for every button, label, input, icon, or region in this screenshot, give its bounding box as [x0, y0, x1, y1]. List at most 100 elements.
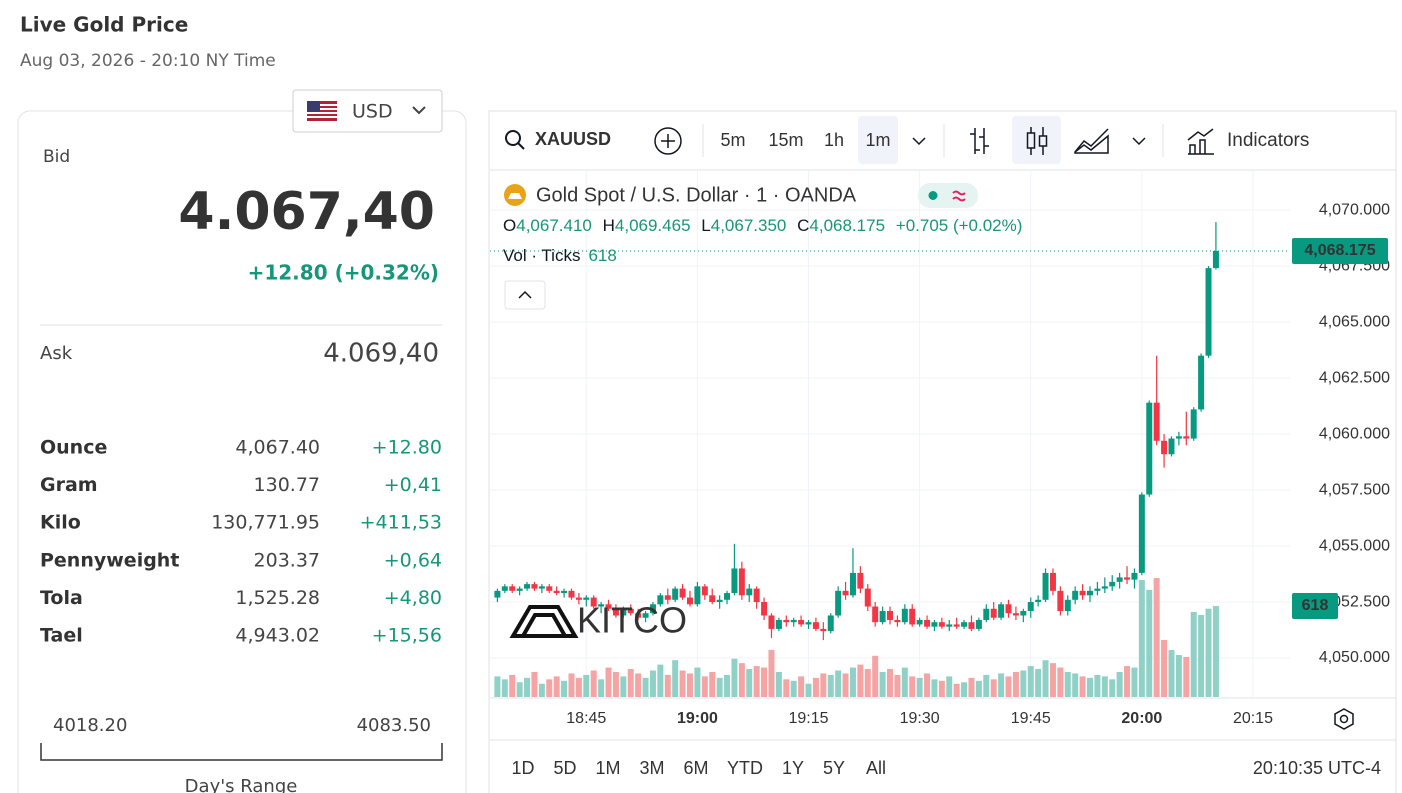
- candle-body: [1035, 599, 1042, 603]
- volume-bar: [961, 682, 968, 697]
- candle-body: [835, 590, 842, 616]
- candle-body: [1042, 572, 1049, 600]
- volume-bar: [1057, 667, 1064, 697]
- range-button[interactable]: 1M: [595, 758, 620, 778]
- collapse-button[interactable]: [504, 280, 546, 310]
- volume-bar: [805, 683, 812, 697]
- unit-change: +15,56: [372, 625, 442, 647]
- range-button[interactable]: 3M: [639, 758, 664, 778]
- candle-body: [568, 590, 575, 598]
- symbol-search[interactable]: XAUUSD: [505, 129, 611, 150]
- range-button[interactable]: 5Y: [823, 758, 845, 778]
- us-flag: [307, 101, 337, 121]
- candle-body: [798, 619, 805, 625]
- symbol[interactable]: XAUUSD: [535, 129, 611, 149]
- watermark: KITCO: [577, 600, 687, 641]
- candle-body: [709, 595, 716, 603]
- range-button[interactable]: 5D: [553, 758, 576, 778]
- plus-circle[interactable]: [654, 127, 682, 155]
- range-button[interactable]: 1D: [511, 758, 534, 778]
- volume-legend: Vol · Ticks 618: [503, 246, 617, 265]
- chart-title: Gold Spot / U.S. Dollar · 1 · OANDA: [536, 184, 857, 206]
- candle-body: [1205, 268, 1212, 356]
- indicators-icon[interactable]: [1187, 128, 1214, 155]
- page-title: Live Gold Price: [20, 13, 188, 37]
- settings-icon[interactable]: [1334, 708, 1354, 730]
- volume-legend-value: 618: [588, 246, 616, 265]
- bars-icon[interactable]: [970, 128, 989, 154]
- volume-bar: [1027, 666, 1034, 697]
- volume-bar: [783, 679, 790, 697]
- volume-bar: [968, 677, 975, 697]
- candle-body: [916, 619, 923, 625]
- candle-body: [1027, 602, 1034, 611]
- currency-select[interactable]: USD: [292, 89, 443, 133]
- chart-type-chevron[interactable]: [1132, 137, 1146, 146]
- interval-button[interactable]: 1h: [824, 130, 844, 150]
- candle-body: [990, 608, 997, 618]
- unit-name: Pennyweight: [40, 549, 179, 571]
- range-button[interactable]: 1Y: [782, 758, 804, 778]
- range-label: Day's Range: [185, 776, 298, 793]
- candle-body: [1124, 577, 1131, 580]
- candle-body: [649, 604, 656, 614]
- legend-key: C: [797, 216, 809, 235]
- candle-body: [1131, 572, 1138, 580]
- candle-body: [909, 608, 916, 625]
- candle-body: [724, 593, 731, 600]
- area-icon[interactable]: [1074, 128, 1109, 154]
- status-pill: [918, 183, 978, 208]
- volume-badge-label: 618: [1302, 597, 1329, 614]
- settings[interactable]: [1334, 708, 1354, 730]
- bid-change: +12.80 (+0.32%): [248, 261, 439, 285]
- unit-name: Tola: [40, 587, 83, 609]
- volume-bar: [931, 679, 938, 697]
- volume-bar: [694, 667, 701, 697]
- candle-body: [1212, 250, 1219, 269]
- candle-body: [531, 584, 538, 589]
- candle-body: [509, 586, 516, 591]
- range-button[interactable]: 6M: [683, 758, 708, 778]
- unit-change: +0,64: [384, 549, 442, 571]
- collapse-chevron: [518, 290, 532, 299]
- range-button[interactable]: All: [866, 758, 886, 778]
- volume-bar: [1072, 673, 1079, 697]
- candle-body: [812, 622, 819, 629]
- candles-icon[interactable]: [1026, 132, 1036, 149]
- range-high: 4083.50: [357, 715, 431, 736]
- unit-table: Ounce 4,067.40 +12.80 Gram 130.77 +0,41 Kilo 13…: [40, 437, 442, 647]
- volume-bar: [531, 671, 538, 697]
- volume-bar: [753, 666, 760, 697]
- candle-body: [679, 588, 686, 598]
- x-tick-label: 20:00: [1121, 710, 1162, 727]
- candle-body: [1109, 581, 1116, 587]
- candle-body: [620, 608, 627, 616]
- x-tick-label: 19:00: [677, 710, 718, 727]
- candle-body: [857, 572, 864, 589]
- candle-body: [687, 597, 693, 605]
- volume-bar: [738, 663, 745, 697]
- volume-bar: [835, 670, 842, 697]
- interval-button[interactable]: 15m: [768, 130, 803, 150]
- interval-button[interactable]: 1m: [865, 130, 890, 150]
- unit-price: 4,943.02: [235, 625, 320, 647]
- interval-chevron[interactable]: [912, 137, 926, 146]
- volume-bar: [849, 667, 856, 697]
- candles-icon[interactable]: [1038, 135, 1048, 147]
- interval-button[interactable]: 5m: [720, 130, 745, 150]
- volume-bar: [879, 671, 886, 697]
- volume-bar: [568, 673, 575, 697]
- currency-box[interactable]: [292, 89, 443, 133]
- price-card: [17, 110, 467, 793]
- volume-bar: [1131, 667, 1138, 697]
- add-symbol[interactable]: [654, 127, 682, 155]
- candle-body: [1072, 590, 1079, 600]
- y-tick-label: 4,057.500: [1319, 481, 1390, 498]
- volume-bar: [1146, 589, 1153, 697]
- range-button[interactable]: YTD: [727, 758, 763, 778]
- indicators-button[interactable]: Indicators: [1227, 130, 1309, 151]
- range-bar: [40, 743, 443, 761]
- volume-bar: [575, 677, 582, 697]
- candle-body: [561, 590, 568, 594]
- currency-label[interactable]: USD: [352, 101, 393, 123]
